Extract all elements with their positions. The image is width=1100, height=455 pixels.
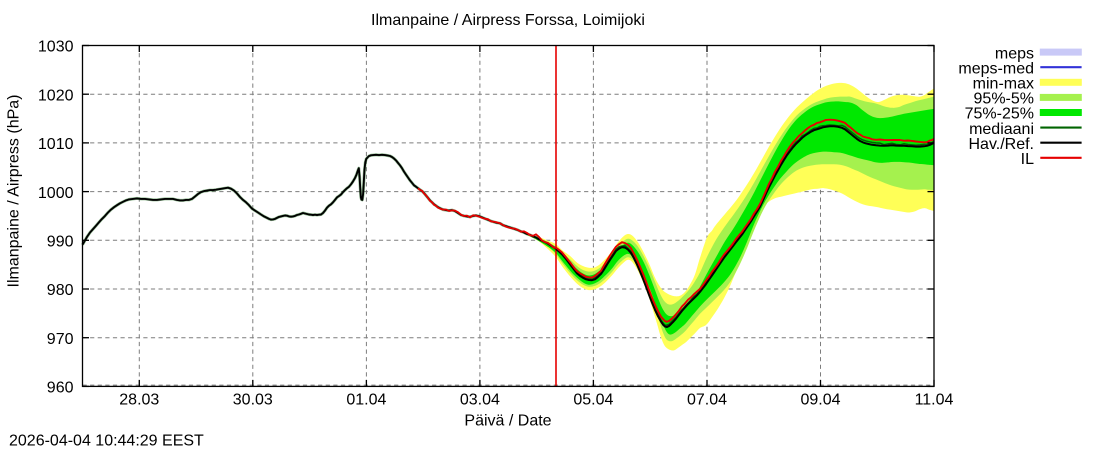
svg-text:mediaani: mediaani xyxy=(969,121,1034,138)
svg-text:1000: 1000 xyxy=(38,185,74,202)
svg-text:970: 970 xyxy=(47,331,74,348)
svg-text:75%-25%: 75%-25% xyxy=(965,106,1034,123)
svg-text:09.04: 09.04 xyxy=(800,392,840,409)
svg-text:11.04: 11.04 xyxy=(915,392,954,409)
svg-text:28.03: 28.03 xyxy=(119,392,159,409)
svg-text:30.03: 30.03 xyxy=(233,392,273,409)
svg-text:01.04: 01.04 xyxy=(346,392,386,409)
svg-text:meps: meps xyxy=(995,45,1034,62)
svg-text:05.04: 05.04 xyxy=(573,392,613,409)
svg-text:meps-med: meps-med xyxy=(958,60,1034,77)
svg-text:960: 960 xyxy=(47,380,74,397)
svg-text:1010: 1010 xyxy=(38,136,74,153)
svg-text:990: 990 xyxy=(47,234,74,251)
svg-text:1030: 1030 xyxy=(38,39,74,56)
svg-text:03.04: 03.04 xyxy=(460,392,500,409)
svg-text:95%-5%: 95%-5% xyxy=(974,91,1034,108)
svg-text:IL: IL xyxy=(1021,151,1034,168)
svg-text:2026-04-04 10:44:29 EEST: 2026-04-04 10:44:29 EEST xyxy=(9,433,204,450)
svg-text:Ilmanpaine / Airpress Forssa,: Ilmanpaine / Airpress Forssa, Loimijoki xyxy=(371,12,645,29)
svg-text:980: 980 xyxy=(47,282,74,299)
svg-text:Päivä / Date: Päivä / Date xyxy=(464,413,551,430)
svg-text:min-max: min-max xyxy=(973,76,1034,93)
svg-text:Hav./Ref.: Hav./Ref. xyxy=(969,136,1035,153)
svg-text:1020: 1020 xyxy=(38,87,74,104)
svg-text:Ilmanpaine / Airpress (hPa): Ilmanpaine / Airpress (hPa) xyxy=(6,95,23,288)
svg-text:07.04: 07.04 xyxy=(687,392,727,409)
